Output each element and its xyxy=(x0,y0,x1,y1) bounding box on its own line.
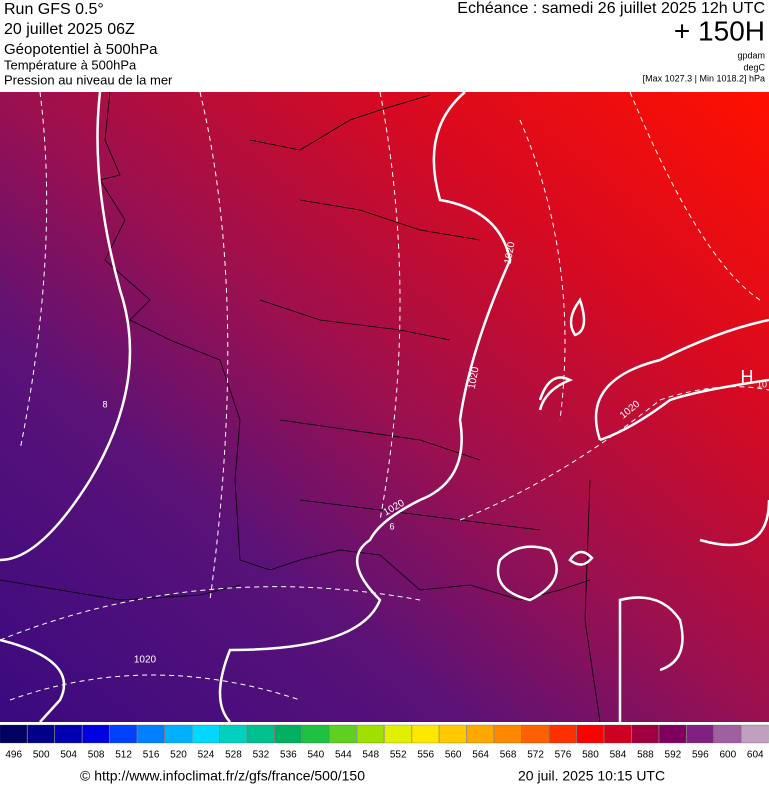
color-label: 512 xyxy=(115,750,132,761)
color-label: 580 xyxy=(582,750,599,761)
range: [Max 1027.3 | Min 1018.2] hPa xyxy=(643,73,765,83)
color-swatch xyxy=(576,724,604,744)
valid: Echéance : samedi 26 juillet 2025 12h UT… xyxy=(457,0,765,17)
color-swatch xyxy=(439,724,467,744)
color-label: 520 xyxy=(170,750,187,761)
color-label: 600 xyxy=(719,750,736,761)
unit: degC xyxy=(743,62,765,72)
color-swatch xyxy=(164,724,192,744)
color-label: 588 xyxy=(637,750,654,761)
run: 20 juillet 2025 06Z xyxy=(4,21,135,38)
contour-label: 10 xyxy=(757,379,767,389)
footer-url: © http://www.infoclimat.fr/z/gfs/france/… xyxy=(80,768,365,784)
color-swatch xyxy=(192,724,220,744)
color-swatch xyxy=(247,724,275,744)
color-label: 552 xyxy=(390,750,407,761)
color-label: 516 xyxy=(143,750,160,761)
color-swatch xyxy=(82,724,110,744)
color-label: 508 xyxy=(88,750,105,761)
color-label: 504 xyxy=(60,750,77,761)
color-swatch xyxy=(27,724,55,744)
map-field xyxy=(0,92,769,722)
color-label: 556 xyxy=(417,750,434,761)
color-swatch xyxy=(741,724,769,744)
color-swatch xyxy=(219,724,247,744)
colorbar: 496 500 504 508 512 516 520 524 528 532 536 540 544 5… xyxy=(0,724,769,761)
param: Pression au niveau de la mer xyxy=(4,72,173,87)
color-swatch xyxy=(713,724,742,744)
color-label: 524 xyxy=(198,750,215,761)
contour-label: 1020 xyxy=(503,241,518,265)
color-swatch xyxy=(494,724,522,744)
contour-label: 1020 xyxy=(467,366,482,390)
coastline xyxy=(0,91,601,723)
color-swatch xyxy=(329,724,357,744)
color-label: 584 xyxy=(610,750,627,761)
unit: gpdam xyxy=(737,50,765,60)
color-label: 500 xyxy=(33,750,50,761)
color-swatch xyxy=(686,724,714,744)
color-label: 572 xyxy=(527,750,544,761)
color-label: 528 xyxy=(225,750,242,761)
color-swatch xyxy=(0,724,28,744)
color-swatch xyxy=(356,724,385,744)
color-label: 604 xyxy=(747,750,764,761)
color-label: 536 xyxy=(280,750,297,761)
contour-label: 1020 xyxy=(134,655,157,666)
color-swatch xyxy=(658,724,687,744)
color-swatch xyxy=(631,724,659,744)
param: Température à 500hPa xyxy=(4,57,137,72)
lead: + 150H xyxy=(674,15,765,46)
pressure-contours xyxy=(0,91,769,723)
color-swatch xyxy=(137,724,165,744)
color-swatch xyxy=(109,724,137,744)
contour-label: H xyxy=(741,367,754,387)
color-swatch xyxy=(384,724,412,744)
color-swatch xyxy=(274,724,302,744)
color-swatch xyxy=(521,724,549,744)
title: Run GFS 0.5° xyxy=(4,1,104,18)
color-swatch xyxy=(411,724,440,744)
color-label: 596 xyxy=(692,750,709,761)
color-label: 496 xyxy=(5,750,22,761)
color-swatch xyxy=(466,724,495,744)
color-label: 532 xyxy=(253,750,270,761)
contour-label: 8 xyxy=(102,399,107,409)
color-label: 560 xyxy=(445,750,462,761)
color-swatch xyxy=(301,724,330,744)
color-label: 548 xyxy=(362,750,379,761)
footer-date: 20 juil. 2025 10:15 UTC xyxy=(518,768,665,784)
color-label: 592 xyxy=(665,750,682,761)
color-label: 564 xyxy=(472,750,489,761)
color-swatch xyxy=(54,724,83,744)
color-label: 568 xyxy=(500,750,517,761)
color-label: 576 xyxy=(555,750,572,761)
color-swatch xyxy=(549,724,577,744)
color-label: 544 xyxy=(335,750,352,761)
color-swatch xyxy=(604,724,632,744)
param: Géopotentiel à 500hPa xyxy=(4,41,158,58)
color-label: 540 xyxy=(307,750,324,761)
contour-label: 6 xyxy=(389,521,394,531)
